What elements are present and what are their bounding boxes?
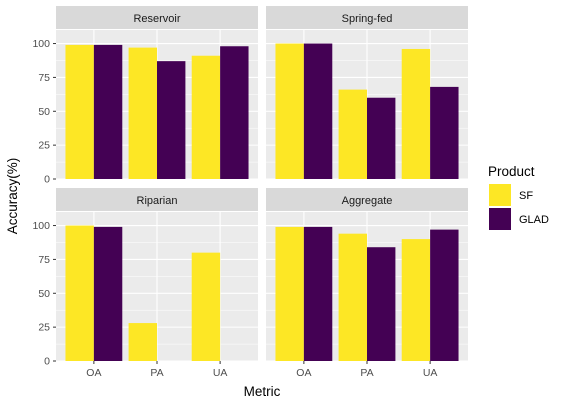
y-tick-label: 75: [38, 254, 50, 266]
legend-title: Product: [488, 164, 535, 179]
legend-label: GLAD: [519, 214, 549, 226]
bar-glad-oa: [94, 45, 122, 179]
x-tick-label: UA: [213, 367, 228, 379]
bar-glad-pa: [367, 98, 395, 179]
y-tick-label: 50: [38, 288, 50, 300]
x-tick-label: UA: [423, 367, 438, 379]
legend-swatch-glad: [489, 208, 511, 230]
bar-glad-pa: [157, 61, 185, 179]
bar-sf-oa: [275, 44, 303, 179]
y-tick-label: 100: [32, 220, 50, 232]
x-axis-title: Metric: [244, 384, 281, 399]
y-axis-title: Accuracy(%): [5, 158, 20, 235]
facet-strip-title: Aggregate: [342, 195, 393, 207]
bar-glad-ua: [430, 230, 458, 361]
bar-glad-oa: [304, 227, 332, 361]
legend-label: SF: [519, 190, 533, 202]
bar-sf-oa: [275, 227, 303, 361]
y-tick-label: 0: [44, 356, 50, 368]
bar-glad-pa: [367, 247, 395, 361]
bar-sf-oa: [65, 226, 93, 361]
facet-strip-title: Riparian: [137, 195, 178, 207]
x-tick-label: PA: [150, 367, 163, 379]
y-tick-label: 0: [44, 174, 50, 186]
bar-sf-pa: [339, 90, 367, 179]
y-tick-label: 100: [32, 38, 50, 50]
bar-glad-oa: [94, 227, 122, 361]
bar-sf-ua: [192, 253, 220, 361]
y-tick-label: 75: [38, 72, 50, 84]
y-tick-label: 25: [38, 140, 50, 152]
bar-glad-ua: [430, 87, 458, 179]
bar-sf-pa: [339, 234, 367, 361]
bar-sf-ua: [192, 56, 220, 179]
facet-strip-title: Reservoir: [133, 13, 180, 25]
x-tick-label: OA: [296, 367, 311, 379]
bar-glad-ua: [220, 46, 248, 179]
bar-sf-ua: [402, 49, 430, 179]
x-tick-label: OA: [86, 367, 101, 379]
bar-sf-pa: [129, 323, 157, 361]
legend-swatch-sf: [489, 184, 511, 206]
x-tick-label: PA: [360, 367, 373, 379]
y-tick-label: 50: [38, 106, 50, 118]
bar-sf-oa: [65, 45, 93, 179]
bar-glad-oa: [304, 44, 332, 179]
facet-strip-title: Spring-fed: [342, 13, 393, 25]
bar-sf-pa: [129, 48, 157, 179]
y-tick-label: 25: [38, 322, 50, 334]
bar-sf-ua: [402, 239, 430, 361]
